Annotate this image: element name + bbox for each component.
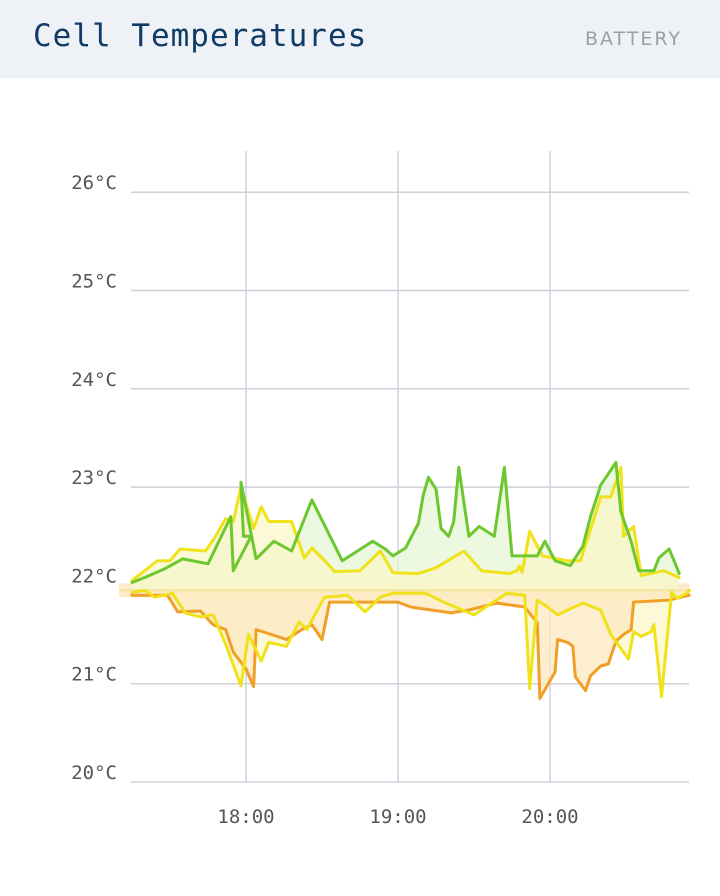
page-title: Cell Temperatures bbox=[33, 18, 368, 54]
category-tag: BATTERY bbox=[584, 28, 682, 50]
y-tick-label: 20°C bbox=[71, 762, 117, 784]
y-tick-label: 26°C bbox=[71, 172, 117, 194]
y-tick-label: 23°C bbox=[71, 467, 117, 489]
y-tick-label: 25°C bbox=[71, 271, 117, 293]
y-tick-label: 24°C bbox=[71, 369, 117, 391]
x-tick-label: 18:00 bbox=[217, 806, 274, 828]
x-tick-label: 20:00 bbox=[521, 806, 578, 828]
series-area-1 bbox=[132, 467, 680, 591]
y-tick-label: 22°C bbox=[71, 565, 117, 587]
series-area-3 bbox=[132, 590, 690, 699]
y-tick-label: 21°C bbox=[71, 664, 117, 686]
series-line-0 bbox=[130, 461, 681, 584]
x-tick-label: 19:00 bbox=[369, 806, 426, 828]
series-line-3 bbox=[130, 593, 691, 700]
header-bar: Cell Temperatures BATTERY bbox=[0, 0, 720, 78]
series-line-1 bbox=[130, 465, 681, 582]
series-line-2 bbox=[130, 588, 691, 698]
